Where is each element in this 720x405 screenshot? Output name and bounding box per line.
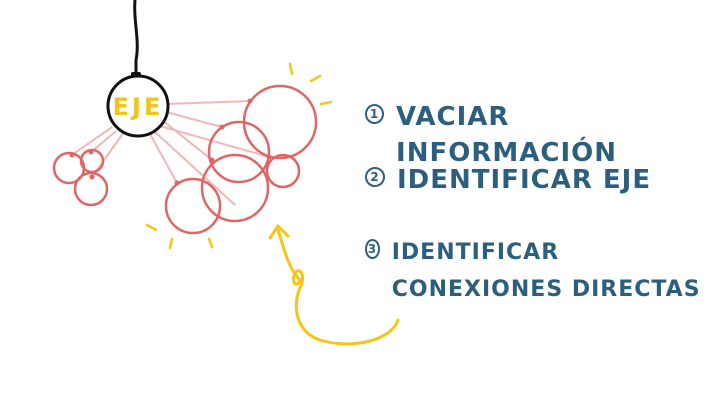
arrow-head <box>268 224 290 240</box>
hub-label: EJE <box>113 93 164 121</box>
idea-circle <box>265 153 301 189</box>
idea-circle <box>200 153 270 223</box>
step-identificar-eje: 2 IDENTIFICAR EJE <box>365 162 651 198</box>
step-number-badge: 2 <box>365 167 385 187</box>
hub-circle <box>106 74 170 138</box>
related-idea-circles <box>164 84 318 235</box>
hanging-cable <box>133 0 139 80</box>
step-identificar-conexiones: 3 IDENTIFICAR CONEXIONES DIRECTAS <box>365 234 717 308</box>
step-number-badge: 3 <box>365 239 380 259</box>
step-text: VACIAR INFORMACIÓN <box>396 102 617 168</box>
step-vaciar-informacion: 1 VACIAR INFORMACIÓN <box>365 99 720 171</box>
idea-circle-large <box>242 84 318 160</box>
left-idea-circles <box>52 148 109 207</box>
step-text: IDENTIFICAR CONEXIONES DIRECTAS <box>391 240 701 302</box>
curly-arrow <box>276 228 400 346</box>
step-text: IDENTIFICAR EJE <box>397 165 652 195</box>
idea-circle <box>164 177 222 235</box>
step-number-badge: 1 <box>365 104 385 124</box>
glow-marks <box>145 62 333 250</box>
idea-circle <box>207 120 271 184</box>
connection-dots <box>69 98 272 186</box>
idea-circle-small <box>73 171 109 207</box>
